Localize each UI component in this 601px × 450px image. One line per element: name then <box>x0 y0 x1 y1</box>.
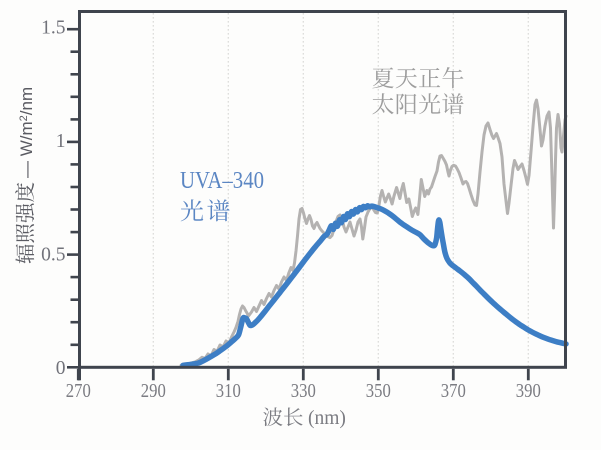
svg-text:1: 1 <box>56 131 66 152</box>
svg-text:270: 270 <box>66 381 91 402</box>
svg-text:330: 330 <box>291 381 316 402</box>
svg-text:(nm): (nm) <box>308 408 346 429</box>
svg-text:UVA–340: UVA–340 <box>180 167 264 194</box>
svg-text:— W/m2/nm: — W/m2/nm <box>17 87 36 178</box>
svg-text:310: 310 <box>216 381 241 402</box>
svg-text:350: 350 <box>366 381 391 402</box>
svg-text:0: 0 <box>56 358 66 379</box>
svg-text:290: 290 <box>141 381 166 402</box>
svg-text:0.5: 0.5 <box>41 245 65 266</box>
svg-text:1.5: 1.5 <box>41 18 65 39</box>
svg-text:390: 390 <box>516 381 541 402</box>
svg-text:370: 370 <box>441 381 466 402</box>
